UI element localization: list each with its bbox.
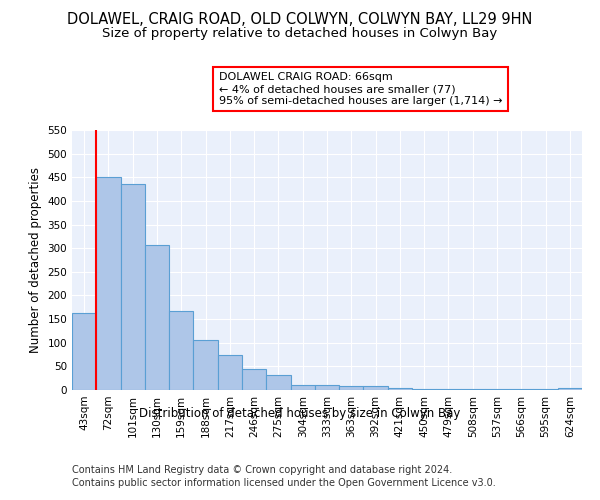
Bar — [169, 311, 193, 390]
Text: Contains public sector information licensed under the Open Government Licence v3: Contains public sector information licen… — [72, 478, 496, 488]
Bar — [461, 388, 485, 390]
Y-axis label: Number of detached properties: Number of detached properties — [29, 167, 42, 353]
Bar — [315, 386, 339, 390]
Bar — [96, 178, 121, 390]
Bar — [436, 388, 461, 390]
Bar — [533, 389, 558, 390]
Bar — [412, 388, 436, 390]
Bar — [485, 388, 509, 390]
Text: DOLAWEL, CRAIG ROAD, OLD COLWYN, COLWYN BAY, LL29 9HN: DOLAWEL, CRAIG ROAD, OLD COLWYN, COLWYN … — [67, 12, 533, 28]
Text: Size of property relative to detached houses in Colwyn Bay: Size of property relative to detached ho… — [103, 28, 497, 40]
Bar — [364, 386, 388, 390]
Bar — [509, 389, 533, 390]
Bar — [242, 369, 266, 390]
Bar — [266, 375, 290, 390]
Text: DOLAWEL CRAIG ROAD: 66sqm
← 4% of detached houses are smaller (77)
95% of semi-d: DOLAWEL CRAIG ROAD: 66sqm ← 4% of detach… — [219, 72, 503, 106]
Text: Distribution of detached houses by size in Colwyn Bay: Distribution of detached houses by size … — [139, 408, 461, 420]
Bar — [558, 388, 582, 390]
Bar — [72, 313, 96, 390]
Bar — [290, 386, 315, 390]
Bar — [145, 245, 169, 390]
Bar — [121, 184, 145, 390]
Bar — [388, 388, 412, 390]
Bar — [218, 355, 242, 390]
Bar — [339, 386, 364, 390]
Text: Contains HM Land Registry data © Crown copyright and database right 2024.: Contains HM Land Registry data © Crown c… — [72, 465, 452, 475]
Bar — [193, 340, 218, 390]
